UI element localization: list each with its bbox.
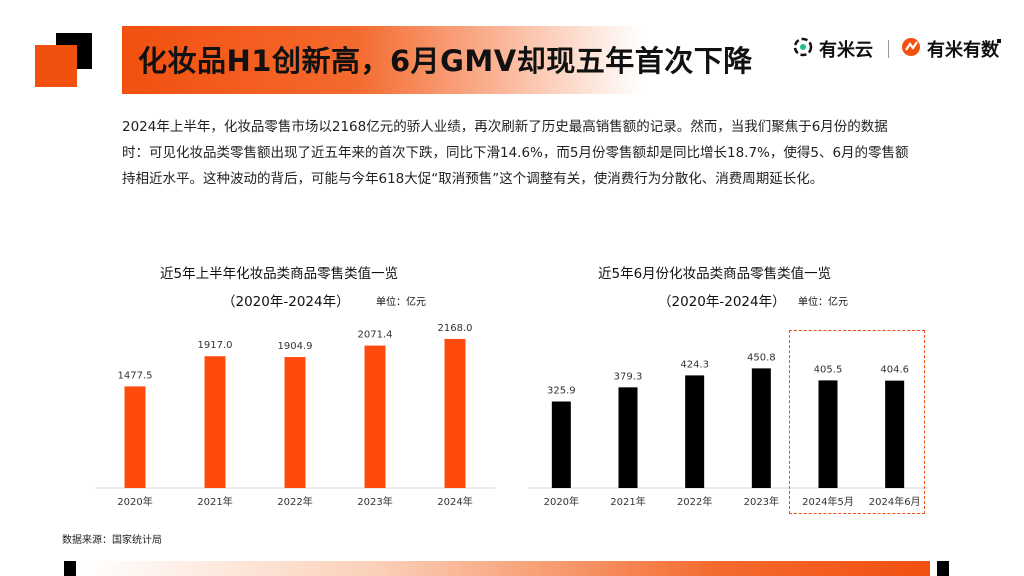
bar-value-label-3: 2071.4	[358, 330, 393, 341]
bar-5	[885, 380, 905, 488]
footer-decoration-right	[937, 561, 949, 576]
brand-data-label: 有米有数	[927, 40, 999, 61]
chart2-plot: 325.9 2020年 379.3 2021年 424.3 2022年 450.8 2023年…	[528, 352, 928, 508]
page-title: 化妆品H1创新高，6月GMV却现五年首次下降	[138, 44, 753, 78]
footer-gradient-bar	[80, 561, 930, 576]
x-tick-label-0: 2020年	[544, 495, 579, 508]
title-banner	[122, 26, 642, 94]
bar-value-label-2: 1904.9	[278, 341, 313, 352]
corner-decoration-orange	[35, 45, 77, 87]
bar-value-label-5: 404.6	[880, 365, 909, 376]
chart2-subtitle: （2020年-2024年）	[658, 294, 786, 310]
chart2-title: 近5年6月份化妆品类商品零售类值一览	[598, 266, 832, 282]
youmi-cloud-logo-icon	[792, 36, 814, 63]
bar-value-label-1: 379.3	[614, 371, 643, 382]
bar-3	[751, 368, 771, 488]
bar-0	[551, 401, 571, 488]
brand-youmi-data: 有米有数	[900, 36, 999, 62]
x-tick-label-4: 2024年	[437, 495, 472, 508]
bar-value-label-3: 450.8	[747, 352, 776, 363]
chart1-plot: 1477.5 2020年 1917.0 2021年 1904.9 2022年 2071.4 2…	[95, 323, 495, 508]
footer-decoration-left	[64, 561, 76, 576]
x-tick-label-4: 2024年5月	[802, 495, 854, 508]
highlight-box-2024	[789, 330, 925, 514]
brand-separator	[888, 40, 889, 58]
bar-value-label-4: 2168.0	[438, 323, 473, 334]
bar-1	[618, 387, 638, 488]
bar-2	[284, 357, 306, 488]
brand-youmi-cloud: 有米云	[792, 36, 873, 62]
x-tick-label-5: 2024年6月	[869, 495, 921, 508]
bar-0	[124, 386, 146, 488]
bar-value-label-2: 424.3	[680, 359, 709, 370]
youmi-data-logo-icon	[900, 36, 922, 63]
bar-4	[818, 380, 838, 488]
chart1-subtitle: （2020年-2024年）	[222, 294, 350, 310]
logo-dot	[997, 39, 1001, 43]
chart2-unit: 单位：亿元	[798, 297, 848, 308]
x-tick-label-3: 2023年	[357, 495, 392, 508]
bar-4	[444, 338, 466, 488]
x-tick-label-3: 2023年	[744, 495, 779, 508]
bar-value-label-4: 405.5	[814, 364, 843, 375]
bar-value-label-0: 325.9	[547, 386, 576, 397]
bar-value-label-1: 1917.0	[198, 340, 233, 351]
x-tick-label-1: 2021年	[197, 495, 232, 508]
bar-1	[204, 356, 226, 488]
bar-2	[685, 375, 705, 488]
x-tick-label-2: 2022年	[277, 495, 312, 508]
bar-value-label-0: 1477.5	[118, 370, 153, 381]
brand-cloud-label: 有米云	[819, 40, 873, 61]
bar-3	[364, 345, 386, 488]
chart1-unit: 单位：亿元	[376, 297, 426, 308]
summary-paragraph: 2024年上半年，化妆品零售市场以2168亿元的骄人业绩，再次刷新了历史最高销售…	[122, 119, 909, 187]
x-tick-label-2: 2022年	[677, 495, 712, 508]
x-tick-label-0: 2020年	[117, 495, 152, 508]
data-source-note: 数据来源：国家统计局	[62, 535, 162, 546]
x-tick-label-1: 2021年	[610, 495, 645, 508]
chart1-title: 近5年上半年化妆品类商品零售类值一览	[160, 266, 399, 282]
